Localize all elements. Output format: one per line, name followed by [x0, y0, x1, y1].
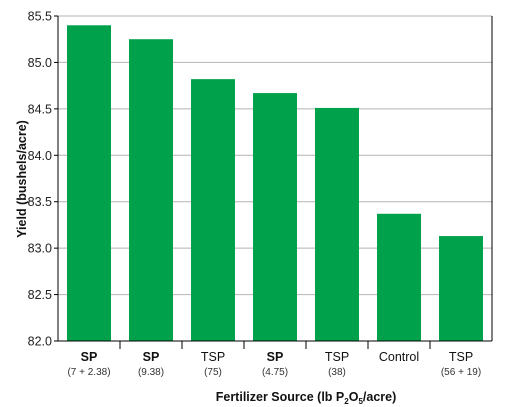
- x-axis-title: Fertilizer Source (lb P2O5/acre): [216, 390, 397, 406]
- x-tick-sublabel: (7 + 2.38): [67, 367, 110, 378]
- y-tick-label: 84.0: [28, 149, 52, 163]
- y-tick-label: 84.5: [28, 102, 52, 116]
- y-axis-title: Yield (bushels/acre): [15, 120, 29, 238]
- x-axis-title-suffix: /acre): [363, 390, 396, 404]
- bar: [191, 79, 235, 342]
- y-tick-label: 82.0: [28, 335, 52, 349]
- x-tick-sublabel: (75): [204, 367, 222, 378]
- x-tick-labels: SP (7 + 2.38) SP (9.38) TSP (75) SP (4.75) TSP (3…: [67, 350, 481, 378]
- bar: [439, 236, 483, 341]
- bar: [129, 39, 173, 341]
- bar: [67, 25, 111, 342]
- x-tick-label: Control: [379, 350, 419, 364]
- x-tick-sublabel: (38): [328, 367, 346, 378]
- y-tick-label: 85.0: [28, 56, 52, 70]
- x-tick-label: SP: [267, 350, 284, 364]
- x-tick-sublabel: (9.38): [138, 367, 164, 378]
- bars: [67, 25, 483, 342]
- y-tick-labels: 82.0 82.5 83.0 83.5 84.0 84.5 85.0 85.5: [28, 10, 52, 349]
- bar: [377, 213, 421, 341]
- x-tick-sublabel: (4.75): [262, 367, 288, 378]
- x-axis-title-mid: O: [349, 390, 359, 404]
- bar: [315, 107, 359, 341]
- y-tick-label: 85.5: [28, 10, 52, 24]
- y-tick-label: 83.5: [28, 195, 52, 209]
- x-axis-title-sub1: 2: [344, 397, 349, 406]
- x-tick-label: SP: [81, 350, 98, 364]
- y-tick-label: 82.5: [28, 288, 52, 302]
- x-tick-label: TSP: [325, 350, 349, 364]
- x-tick-label: SP: [143, 350, 160, 364]
- axes: [54, 15, 493, 349]
- x-tick-label: TSP: [449, 350, 473, 364]
- y-tick-label: 83.0: [28, 242, 52, 256]
- x-tick-label: TSP: [201, 350, 225, 364]
- x-axis-title-prefix: Fertilizer Source (lb P: [216, 390, 345, 404]
- x-axis-title-sub2: 5: [358, 397, 363, 406]
- bar: [253, 93, 297, 341]
- x-tick-sublabel: (56 + 19): [441, 367, 481, 378]
